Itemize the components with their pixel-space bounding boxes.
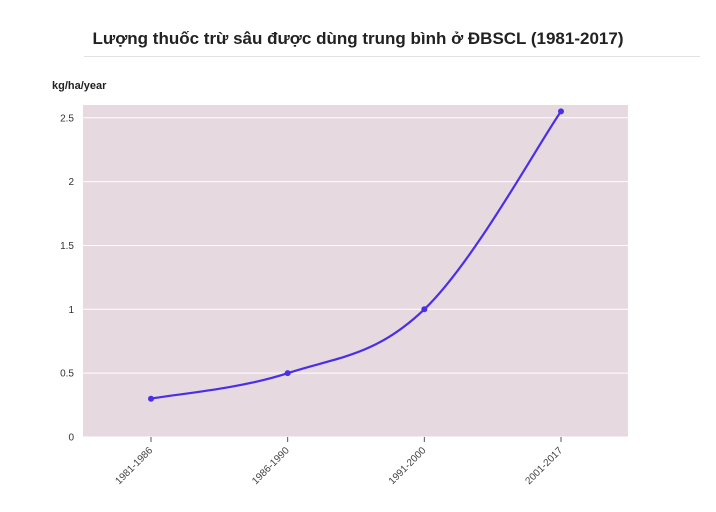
- data-point: [558, 108, 564, 115]
- y-tick-label: 1.5: [60, 241, 74, 252]
- y-tick-label: 0: [68, 433, 74, 444]
- x-axis-ticks: 1981-1986 1986-1990 1991-2000 2001-2017: [114, 437, 566, 487]
- plot-area: [83, 105, 628, 437]
- title-divider: [84, 56, 700, 57]
- x-tick-label: 1986-1990: [250, 445, 292, 487]
- y-tick-label: 1: [68, 305, 74, 316]
- y-axis-ticks: 0 0.5 1 1.5 2 2.5: [60, 113, 74, 443]
- x-tick-label: 1981-1986: [114, 445, 156, 487]
- data-point: [421, 306, 428, 313]
- data-point: [284, 370, 291, 377]
- x-tick-label: 2001-2017: [524, 445, 566, 487]
- data-points: [148, 108, 564, 402]
- x-tick-label: 1991-2000: [387, 445, 429, 487]
- gridlines: [83, 117, 628, 438]
- data-point: [148, 395, 154, 402]
- y-tick-label: 0.5: [60, 369, 74, 380]
- y-tick-label: 2: [68, 177, 74, 188]
- y-tick-label: 2.5: [60, 113, 74, 124]
- chart-title: Lượng thuốc trừ sâu được dùng trung bình…: [92, 29, 624, 48]
- y-axis-unit-label: kg/ha/year: [52, 80, 107, 92]
- series-line: [150, 110, 562, 400]
